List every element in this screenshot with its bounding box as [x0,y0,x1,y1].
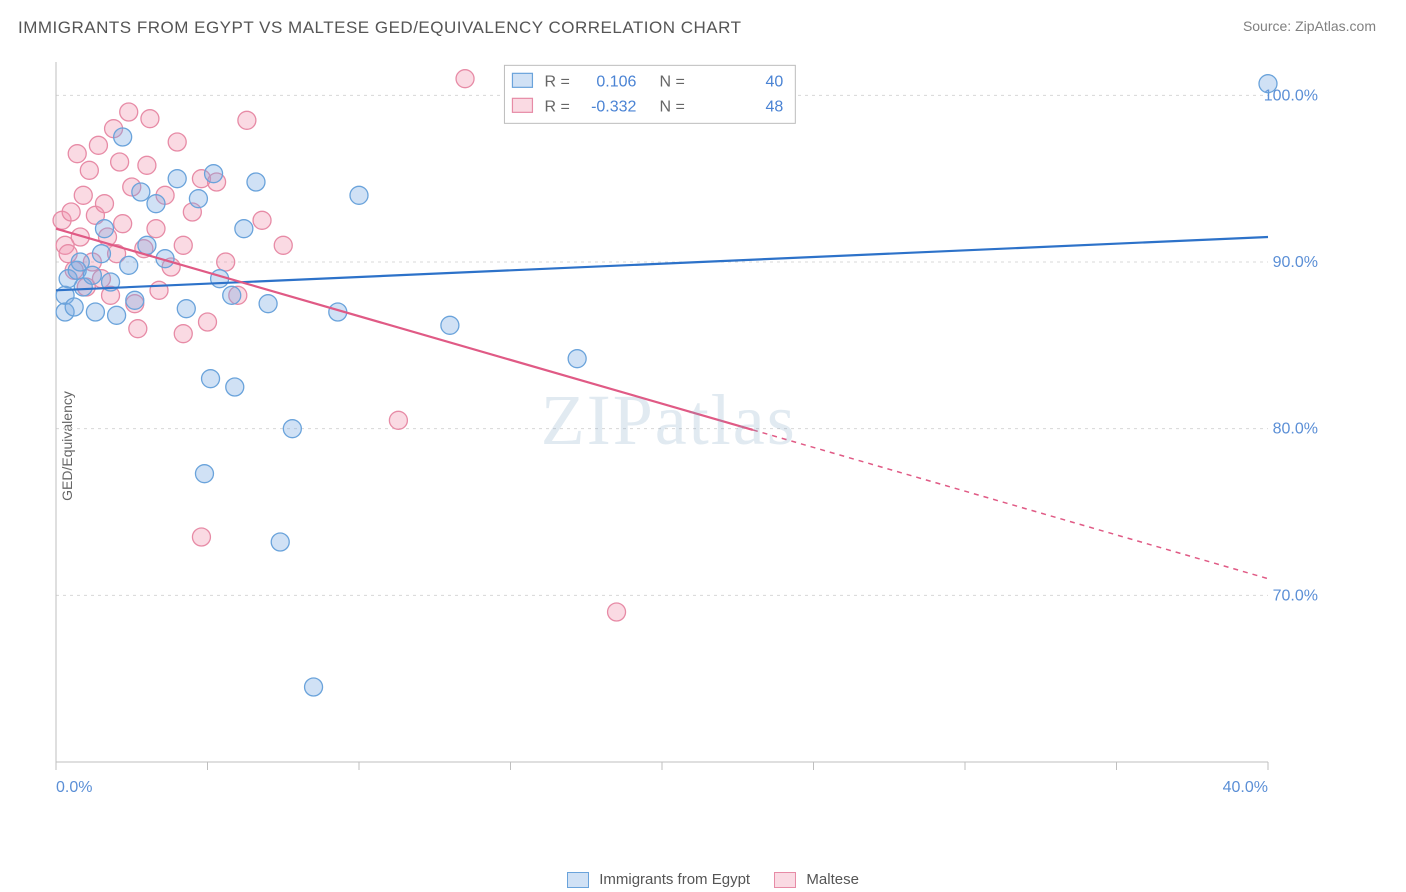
stats-r-value-egypt: 0.106 [596,73,636,90]
chart-title: IMMIGRANTS FROM EGYPT VS MALTESE GED/EQU… [18,18,742,38]
scatter-point-maltese [168,133,186,151]
stats-swatch-maltese [512,98,532,112]
legend-swatch-maltese [774,872,796,888]
scatter-point-egypt [195,465,213,483]
scatter-point-maltese [89,136,107,154]
scatter-point-egypt [147,195,165,213]
scatter-chart-svg: 70.0%80.0%90.0%100.0%0.0%40.0%R =0.106N … [48,50,1358,820]
scatter-point-maltese [95,195,113,213]
scatter-point-egypt [259,295,277,313]
scatter-point-maltese [80,161,98,179]
scatter-point-maltese [150,281,168,299]
scatter-point-egypt [189,190,207,208]
scatter-point-maltese [608,603,626,621]
stats-swatch-egypt [512,73,532,87]
scatter-point-maltese [456,70,474,88]
scatter-point-egypt [108,306,126,324]
scatter-point-maltese [129,320,147,338]
scatter-point-egypt [283,420,301,438]
scatter-point-egypt [202,370,220,388]
scatter-point-egypt [65,298,83,316]
scatter-point-egypt [305,678,323,696]
x-tick-label: 0.0% [56,779,92,796]
stats-r-value-maltese: -0.332 [591,98,636,115]
scatter-point-maltese [74,186,92,204]
chart-plot-area: 70.0%80.0%90.0%100.0%0.0%40.0%R =0.106N … [48,50,1358,820]
legend-label-maltese: Maltese [806,871,859,888]
scatter-point-egypt [132,183,150,201]
y-grid-label: 90.0% [1273,254,1318,271]
legend-swatch-egypt [567,872,589,888]
scatter-point-egypt [223,286,241,304]
scatter-point-egypt [247,173,265,191]
regression-line-egypt [56,237,1268,290]
regression-line-maltese [56,229,753,430]
scatter-point-egypt [271,533,289,551]
scatter-point-egypt [95,220,113,238]
scatter-point-egypt [126,291,144,309]
scatter-point-maltese [253,211,271,229]
scatter-point-maltese [120,103,138,121]
scatter-point-egypt [138,236,156,254]
scatter-point-egypt [226,378,244,396]
scatter-point-egypt [441,316,459,334]
stats-n-value-egypt: 40 [766,73,784,90]
scatter-point-egypt [205,165,223,183]
scatter-point-maltese [62,203,80,221]
scatter-point-egypt [92,245,110,263]
scatter-point-egypt [568,350,586,368]
x-tick-label: 40.0% [1223,779,1268,796]
scatter-point-maltese [192,528,210,546]
scatter-point-egypt [86,303,104,321]
scatter-point-maltese [174,236,192,254]
stats-r-label: R = [544,73,569,90]
stats-n-label: N = [659,73,684,90]
scatter-point-egypt [114,128,132,146]
scatter-point-maltese [238,111,256,129]
stats-n-label: N = [659,98,684,115]
scatter-point-maltese [199,313,217,331]
scatter-point-maltese [138,156,156,174]
scatter-point-egypt [120,256,138,274]
scatter-point-maltese [274,236,292,254]
y-grid-label: 80.0% [1273,421,1318,438]
scatter-point-maltese [68,145,86,163]
scatter-point-egypt [1259,75,1277,93]
scatter-point-maltese [174,325,192,343]
stats-r-label: R = [544,98,569,115]
scatter-point-maltese [141,110,159,128]
bottom-legend: Immigrants from Egypt Maltese [0,871,1406,888]
scatter-point-egypt [168,170,186,188]
scatter-point-maltese [111,153,129,171]
regression-line-maltese-dashed [753,430,1268,579]
scatter-point-maltese [114,215,132,233]
scatter-point-maltese [147,220,165,238]
scatter-point-maltese [217,253,235,271]
legend-label-egypt: Immigrants from Egypt [599,871,750,888]
y-grid-label: 70.0% [1273,587,1318,604]
scatter-point-maltese [389,411,407,429]
scatter-point-egypt [177,300,195,318]
stats-n-value-maltese: 48 [766,98,784,115]
scatter-point-egypt [235,220,253,238]
scatter-point-egypt [350,186,368,204]
source-attribution: Source: ZipAtlas.com [1243,18,1376,34]
scatter-point-egypt [83,266,101,284]
